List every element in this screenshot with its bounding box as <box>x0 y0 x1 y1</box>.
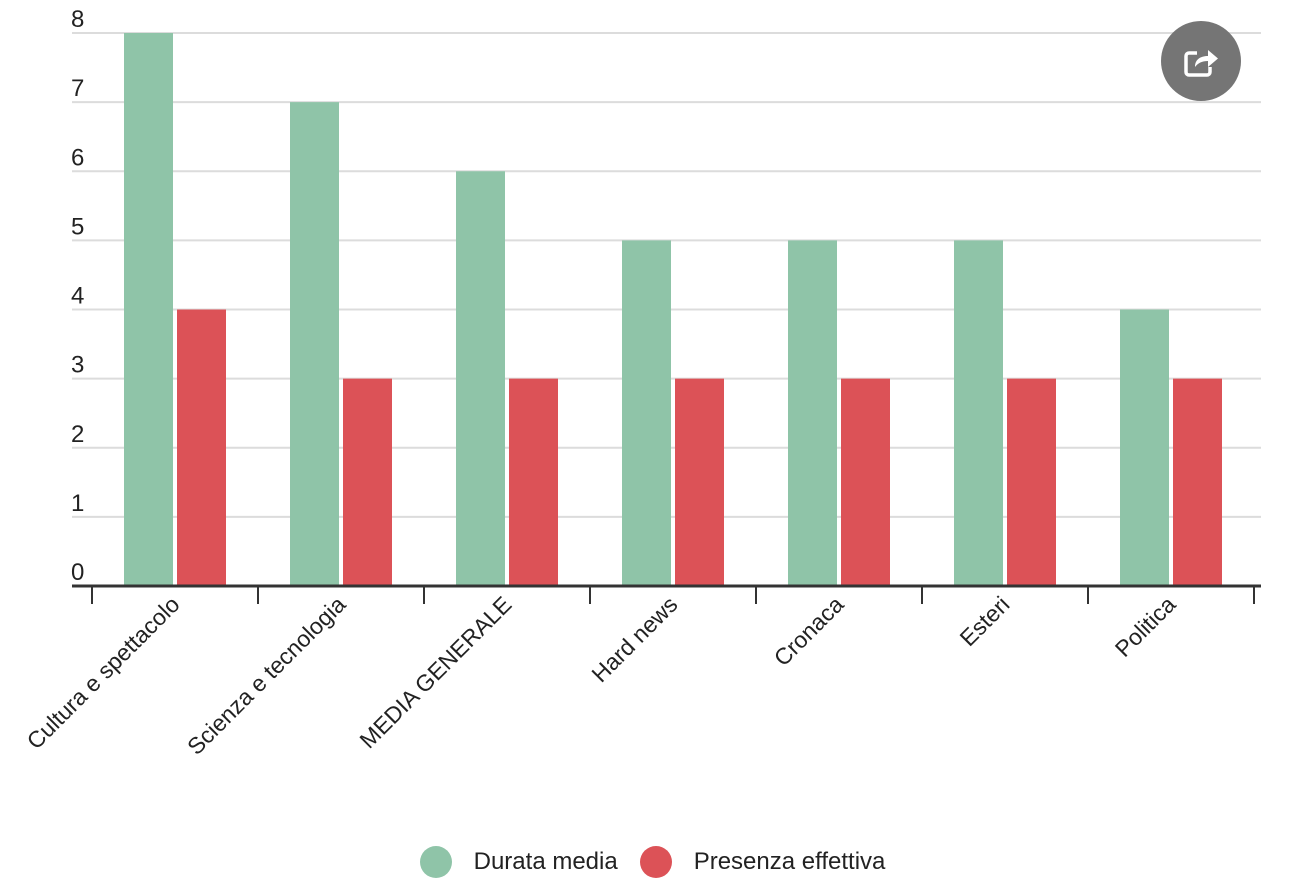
y-axis-ticks: 0 1 2 3 4 5 6 7 8 <box>71 6 84 586</box>
x-tick-label: Hard news <box>586 591 682 687</box>
bar-durata-media[interactable] <box>788 240 837 586</box>
bars <box>124 33 1222 586</box>
x-axis <box>72 584 1261 604</box>
legend-swatch <box>639 846 672 878</box>
bar-presenza-effettiva[interactable] <box>675 378 724 586</box>
x-tick-label: Scienza e tecnologia <box>182 591 351 760</box>
bar-presenza-effettiva[interactable] <box>177 309 226 587</box>
legend-label: Presenza effettiva <box>693 848 886 875</box>
share-button[interactable] <box>1161 21 1241 101</box>
bar-durata-media[interactable] <box>290 102 339 586</box>
y-tick-label: 5 <box>71 213 84 240</box>
bar-presenza-effettiva[interactable] <box>509 378 558 586</box>
y-tick-label: 4 <box>71 283 84 310</box>
x-tick-label: Politica <box>1110 591 1181 662</box>
x-tick-label: Cronaca <box>769 591 849 671</box>
share-icon <box>1184 50 1218 77</box>
legend-label: Durata media <box>473 848 618 875</box>
legend-item[interactable]: Durata media <box>419 846 618 878</box>
bar-durata-media[interactable] <box>456 171 505 586</box>
legend: Durata media Presenza effettiva <box>0 846 1305 878</box>
y-tick-label: 6 <box>71 144 84 171</box>
bar-presenza-effettiva[interactable] <box>1007 378 1056 586</box>
y-tick-label: 8 <box>71 6 84 33</box>
x-tick-label: Esteri <box>955 591 1015 651</box>
bar-durata-media[interactable] <box>124 33 173 586</box>
bar-durata-media[interactable] <box>1120 309 1169 587</box>
y-tick-label: 2 <box>71 421 84 448</box>
bar-durata-media[interactable] <box>622 240 671 586</box>
bar-durata-media[interactable] <box>954 240 1003 586</box>
y-tick-label: 1 <box>71 490 84 517</box>
x-tick-label: MEDIA GENERALE <box>354 591 516 753</box>
bar-presenza-effettiva[interactable] <box>841 378 890 586</box>
x-tick-label: Cultura e spettacolo <box>21 591 184 754</box>
y-tick-label: 0 <box>71 559 84 586</box>
legend-item[interactable]: Presenza effettiva <box>639 846 886 878</box>
y-tick-label: 3 <box>71 352 84 379</box>
legend-swatch <box>419 846 452 878</box>
y-tick-label: 7 <box>71 75 84 102</box>
bar-presenza-effettiva[interactable] <box>1173 378 1222 586</box>
bar-presenza-effettiva[interactable] <box>343 378 392 586</box>
